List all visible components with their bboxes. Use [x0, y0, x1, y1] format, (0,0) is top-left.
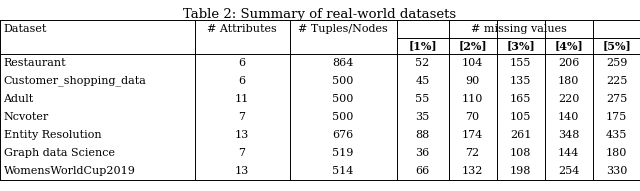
Text: 500: 500 — [332, 76, 354, 86]
Text: Table 2: Summary of real-world datasets: Table 2: Summary of real-world datasets — [184, 8, 456, 21]
Text: 175: 175 — [606, 112, 627, 122]
Text: 180: 180 — [606, 148, 627, 158]
Text: Restaurant: Restaurant — [3, 58, 66, 68]
Text: 105: 105 — [510, 112, 531, 122]
Text: 90: 90 — [465, 76, 479, 86]
Text: [1%]: [1%] — [408, 40, 437, 52]
Text: 206: 206 — [558, 58, 579, 68]
Text: [3%]: [3%] — [506, 40, 535, 52]
Text: 7: 7 — [239, 148, 246, 158]
Text: WomensWorldCup2019: WomensWorldCup2019 — [3, 166, 136, 176]
Text: 330: 330 — [606, 166, 627, 176]
Text: 500: 500 — [332, 94, 354, 104]
Text: 144: 144 — [558, 148, 579, 158]
Text: 676: 676 — [332, 130, 354, 140]
Text: 220: 220 — [558, 94, 579, 104]
Text: 6: 6 — [239, 76, 246, 86]
Text: 66: 66 — [415, 166, 429, 176]
Text: 52: 52 — [415, 58, 429, 68]
Text: Adult: Adult — [3, 94, 34, 104]
Text: Entity Resolution: Entity Resolution — [3, 130, 101, 140]
Text: 198: 198 — [510, 166, 531, 176]
Text: [2%]: [2%] — [458, 40, 487, 52]
Text: 140: 140 — [558, 112, 579, 122]
Text: 174: 174 — [462, 130, 483, 140]
Text: 13: 13 — [235, 166, 249, 176]
Text: 135: 135 — [510, 76, 531, 86]
Text: 165: 165 — [510, 94, 531, 104]
Text: 7: 7 — [239, 112, 246, 122]
Text: [5%]: [5%] — [602, 40, 631, 52]
Text: 259: 259 — [606, 58, 627, 68]
Text: 108: 108 — [510, 148, 531, 158]
Text: Graph data Science: Graph data Science — [3, 148, 115, 158]
Text: Ncvoter: Ncvoter — [3, 112, 49, 122]
Text: # missing values: # missing values — [470, 24, 566, 34]
Text: 500: 500 — [332, 112, 354, 122]
Text: 348: 348 — [558, 130, 579, 140]
Text: 155: 155 — [510, 58, 531, 68]
Text: 864: 864 — [332, 58, 354, 68]
Text: 88: 88 — [415, 130, 429, 140]
Text: 35: 35 — [415, 112, 429, 122]
Text: 104: 104 — [462, 58, 483, 68]
Text: 110: 110 — [462, 94, 483, 104]
Text: # Attributes: # Attributes — [207, 24, 277, 34]
Text: 435: 435 — [606, 130, 627, 140]
Text: # Tuples/Nodes: # Tuples/Nodes — [298, 24, 388, 34]
Text: 519: 519 — [332, 148, 354, 158]
Text: 275: 275 — [606, 94, 627, 104]
Text: 13: 13 — [235, 130, 249, 140]
Text: [4%]: [4%] — [554, 40, 583, 52]
Text: 261: 261 — [510, 130, 531, 140]
Text: 72: 72 — [465, 148, 479, 158]
Text: 70: 70 — [465, 112, 479, 122]
Text: 6: 6 — [239, 58, 246, 68]
Text: 514: 514 — [332, 166, 354, 176]
Text: 45: 45 — [415, 76, 429, 86]
Text: 132: 132 — [462, 166, 483, 176]
Text: 11: 11 — [235, 94, 249, 104]
Text: 55: 55 — [415, 94, 429, 104]
Text: 180: 180 — [558, 76, 579, 86]
Text: 225: 225 — [606, 76, 627, 86]
Text: Customer_shopping_data: Customer_shopping_data — [3, 76, 147, 86]
Text: 36: 36 — [415, 148, 429, 158]
Text: 254: 254 — [558, 166, 579, 176]
Text: Dataset: Dataset — [3, 24, 47, 34]
